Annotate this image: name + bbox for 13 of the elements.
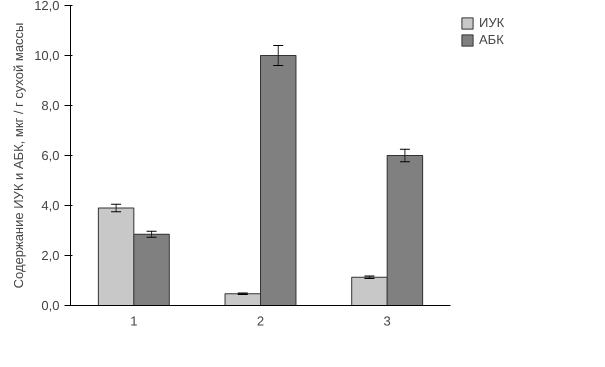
y-tick-label: 4,0 bbox=[41, 198, 60, 213]
y-axis-title: Содержание ИУК и АБК, мкг / г сухой массы bbox=[11, 22, 26, 288]
y-tick-label: 10,0 bbox=[34, 48, 60, 63]
x-tick-label: 1 bbox=[130, 314, 138, 328]
y-tick-label: 8,0 bbox=[41, 98, 60, 113]
x-tick-label: 3 bbox=[384, 314, 391, 328]
y-tick-label: 6,0 bbox=[41, 148, 60, 163]
x-tick-label: 2 bbox=[256, 314, 264, 328]
legend-label: АБК bbox=[479, 32, 504, 47]
y-tick-label: 2,0 bbox=[41, 248, 60, 263]
legend-label: ИУК bbox=[479, 15, 504, 30]
y-tick-label: 0,0 bbox=[41, 298, 60, 313]
y-tick-label: 12,0 bbox=[34, 0, 60, 13]
